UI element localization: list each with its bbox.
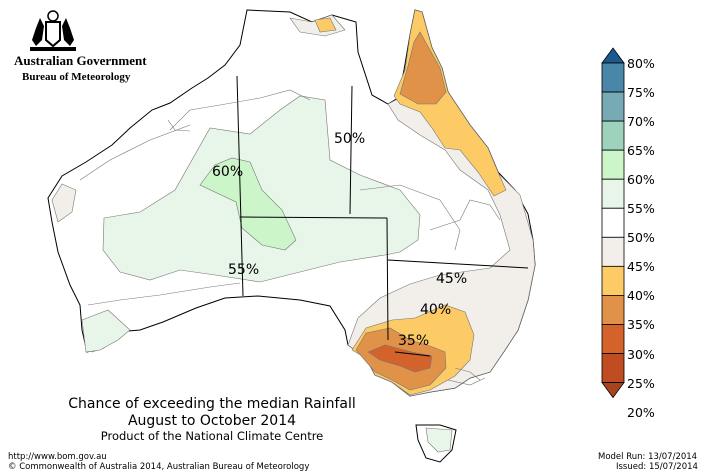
zone-55-60-tas xyxy=(425,427,453,453)
contour-lines xyxy=(79,89,501,386)
legend-swatch xyxy=(601,178,625,209)
zone-40-45-nw xyxy=(51,183,77,223)
footer-copyright: © Commonwealth of Australia 2014, Austra… xyxy=(8,462,310,472)
legend-swatch xyxy=(601,62,625,93)
zone-25-30-se xyxy=(367,344,433,373)
map-producer: Product of the National Climate Centre xyxy=(100,429,324,443)
legend-swatch xyxy=(601,120,625,151)
contour-label-40: 40% xyxy=(420,302,451,318)
legend-label: 65% xyxy=(627,143,655,159)
legend-arrow-bottom xyxy=(601,382,625,399)
agency-name: Bureau of Meteorology xyxy=(22,71,131,83)
map-title: Chance of exceeding the median Rainfall xyxy=(68,396,356,412)
contour-label-35: 35% xyxy=(398,333,429,349)
legend-swatch xyxy=(601,236,625,267)
state-borders xyxy=(236,75,529,357)
zone-30-35-qld xyxy=(399,31,447,105)
contour-label-60: 60% xyxy=(212,164,243,180)
issued-date: Issued: 15/07/2014 xyxy=(616,462,698,472)
legend-swatch xyxy=(601,149,625,180)
coat-of-arms-icon xyxy=(30,10,76,51)
legend-label: 45% xyxy=(627,259,655,275)
legend-swatch xyxy=(601,324,625,354)
legend-label: 35% xyxy=(627,317,655,333)
legend-swatch xyxy=(601,207,625,238)
zone-55-60-sw xyxy=(81,309,131,353)
legend-swatch xyxy=(601,294,625,325)
map-period: August to October 2014 xyxy=(127,413,297,429)
contour-label-55: 55% xyxy=(228,262,259,278)
legend-colorbar xyxy=(601,47,625,399)
legend-label: 75% xyxy=(627,85,655,101)
legend-label: 55% xyxy=(627,201,655,217)
legend-label: 20% xyxy=(627,404,655,420)
legend-swatch xyxy=(601,265,625,296)
legend-swatch xyxy=(601,353,625,383)
government-name: Australian Government xyxy=(14,53,147,68)
legend-label: 25% xyxy=(627,375,655,391)
contour-label-45: 45% xyxy=(436,271,467,287)
legend-label: 30% xyxy=(627,346,655,362)
legend-label: 60% xyxy=(627,172,655,188)
legend-label: 70% xyxy=(627,114,655,130)
legend-swatch xyxy=(601,91,625,122)
zone-35-40-north xyxy=(314,17,337,33)
footer-url: http://www.bom.gov.au xyxy=(8,452,107,462)
contour-label-50: 50% xyxy=(334,131,365,147)
legend-label: 40% xyxy=(627,288,655,304)
legend-label: 50% xyxy=(627,230,655,246)
legend-arrow-top xyxy=(601,47,625,64)
legend-label: 80% xyxy=(627,56,655,71)
model-run: Model Run: 13/07/2014 xyxy=(598,452,698,462)
